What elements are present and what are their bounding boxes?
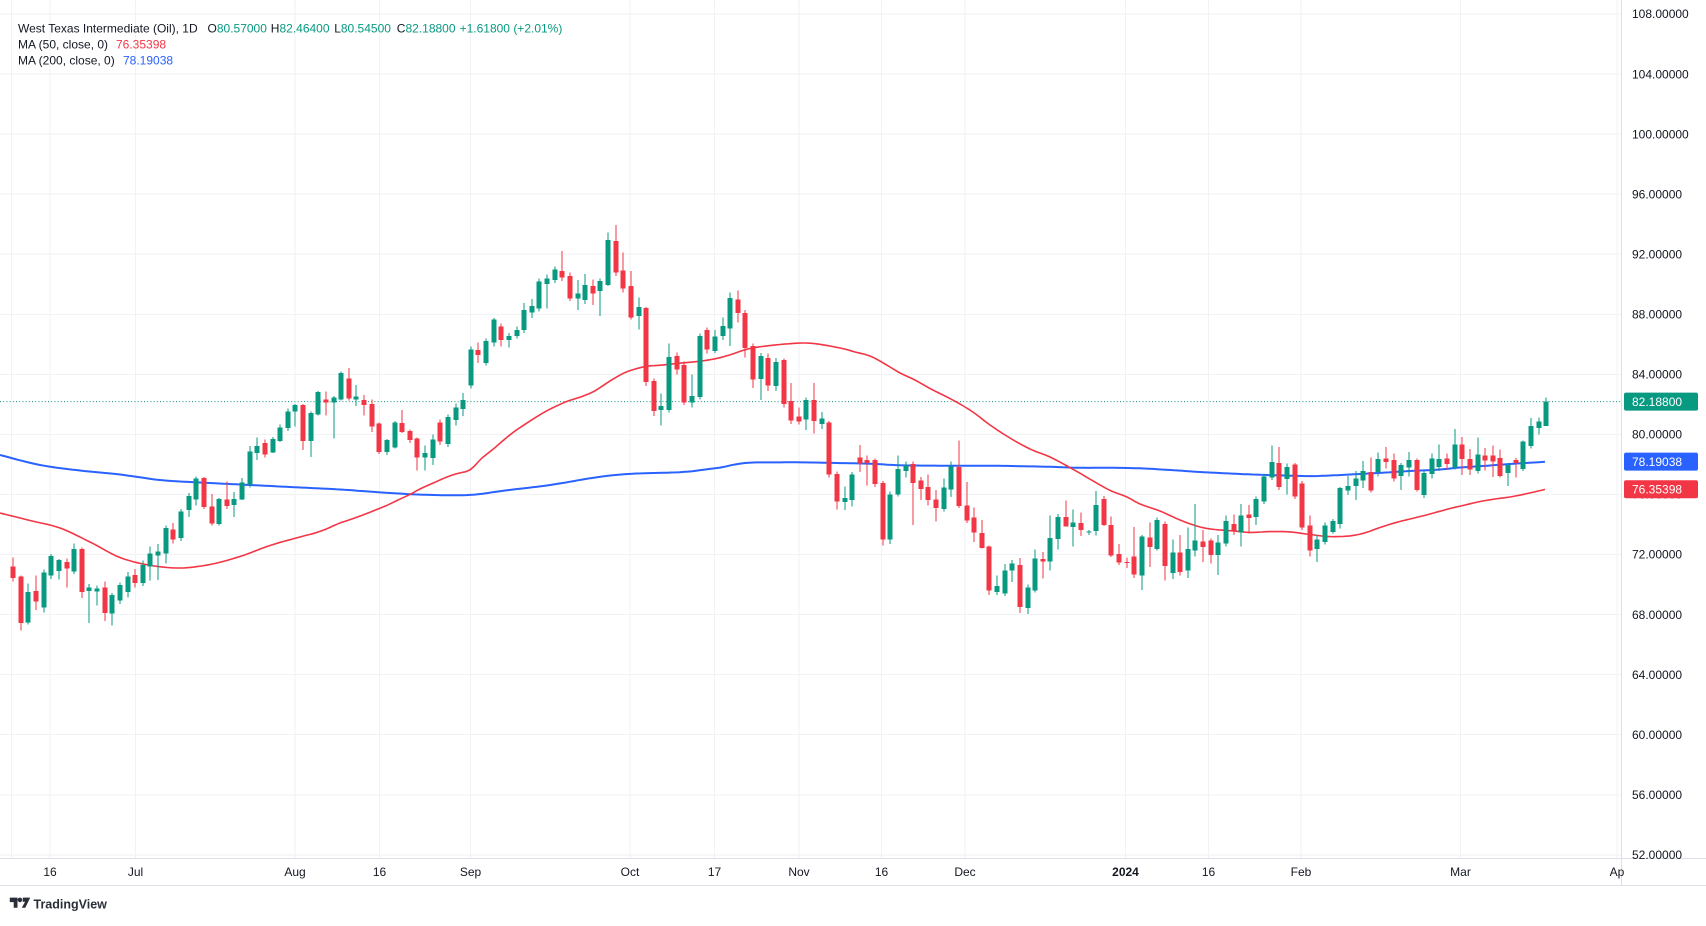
svg-text:Ap: Ap bbox=[1610, 865, 1625, 879]
svg-text:Feb: Feb bbox=[1291, 865, 1312, 879]
svg-text:82.18800: 82.18800 bbox=[1632, 395, 1682, 409]
svg-text:Jul: Jul bbox=[128, 865, 143, 879]
svg-text:2024: 2024 bbox=[1112, 865, 1139, 879]
svg-text:92.00000: 92.00000 bbox=[1632, 247, 1682, 261]
svg-text:16: 16 bbox=[875, 865, 889, 879]
svg-text:Nov: Nov bbox=[788, 865, 809, 879]
svg-text:68.00000: 68.00000 bbox=[1632, 608, 1682, 622]
svg-text:Dec: Dec bbox=[954, 865, 975, 879]
svg-text:Aug: Aug bbox=[284, 865, 305, 879]
svg-text:80.00000: 80.00000 bbox=[1632, 428, 1682, 442]
svg-text:100.00000: 100.00000 bbox=[1632, 127, 1689, 141]
svg-text:52.00000: 52.00000 bbox=[1632, 848, 1682, 862]
svg-text:17: 17 bbox=[708, 865, 722, 879]
svg-text:Oct: Oct bbox=[621, 865, 640, 879]
svg-text:84.00000: 84.00000 bbox=[1632, 368, 1682, 382]
svg-text:76.35398: 76.35398 bbox=[1632, 482, 1682, 496]
svg-text:MA (200, close, 0)78.19038: MA (200, close, 0) 78.19038 bbox=[18, 54, 173, 68]
svg-text:64.00000: 64.00000 bbox=[1632, 668, 1682, 682]
svg-text:108.00000: 108.00000 bbox=[1632, 7, 1689, 21]
svg-text:96.00000: 96.00000 bbox=[1632, 187, 1682, 201]
svg-text:16: 16 bbox=[43, 865, 57, 879]
svg-text:TradingView: TradingView bbox=[34, 898, 108, 912]
svg-text:56.00000: 56.00000 bbox=[1632, 788, 1682, 802]
svg-text:88.00000: 88.00000 bbox=[1632, 308, 1682, 322]
svg-text:West Texas Intermediate (Oil),: West Texas Intermediate (Oil), 1D O80.570… bbox=[18, 22, 562, 36]
svg-text:60.00000: 60.00000 bbox=[1632, 728, 1682, 742]
svg-text:Sep: Sep bbox=[460, 865, 482, 879]
svg-text:104.00000: 104.00000 bbox=[1632, 67, 1689, 81]
svg-text:MA (50, close, 0)76.35398: MA (50, close, 0) 76.35398 bbox=[18, 38, 166, 52]
svg-text:78.19038: 78.19038 bbox=[1632, 455, 1682, 469]
svg-text:16: 16 bbox=[373, 865, 387, 879]
svg-text:16: 16 bbox=[1202, 865, 1216, 879]
svg-text:72.00000: 72.00000 bbox=[1632, 548, 1682, 562]
svg-text:Mar: Mar bbox=[1450, 865, 1471, 879]
